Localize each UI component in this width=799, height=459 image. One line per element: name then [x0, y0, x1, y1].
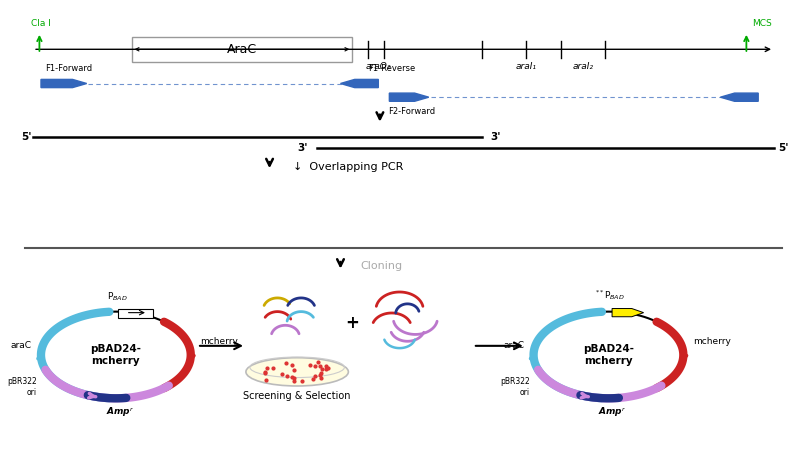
FancyArrow shape	[41, 79, 87, 88]
Text: araO₂: araO₂	[366, 62, 391, 71]
Text: araI₁: araI₁	[515, 62, 536, 71]
Text: MCS: MCS	[752, 19, 772, 28]
Text: Cloning: Cloning	[360, 261, 403, 271]
Text: 3': 3'	[491, 132, 501, 142]
Text: $^{**}$P$_{BAD}$: $^{**}$P$_{BAD}$	[595, 289, 625, 302]
FancyArrow shape	[721, 93, 758, 101]
Text: P$_{BAD}$: P$_{BAD}$	[107, 291, 128, 303]
Text: pBAD24-
mcherry: pBAD24- mcherry	[90, 344, 141, 366]
FancyArrow shape	[612, 308, 644, 317]
Text: pBAD24-
mcherry: pBAD24- mcherry	[583, 344, 634, 366]
Text: Cla I: Cla I	[30, 19, 50, 28]
Text: pBR322
ori: pBR322 ori	[7, 377, 37, 397]
Text: mcherry: mcherry	[201, 337, 238, 346]
Text: F1-Reverse: F1-Reverse	[368, 64, 415, 73]
Text: ↓  Overlapping PCR: ↓ Overlapping PCR	[293, 162, 403, 172]
Text: pBR322
ori: pBR322 ori	[500, 377, 530, 397]
FancyBboxPatch shape	[132, 37, 352, 62]
Text: araC: araC	[10, 341, 31, 350]
Text: F2-Forward: F2-Forward	[388, 107, 435, 116]
Text: araI₂: araI₂	[573, 62, 594, 71]
Text: Amp$^r$: Amp$^r$	[105, 406, 134, 420]
Text: Amp$^r$: Amp$^r$	[598, 406, 626, 420]
Text: +: +	[345, 314, 360, 332]
Text: 3': 3'	[297, 143, 308, 153]
Text: mcherry: mcherry	[693, 337, 730, 346]
Ellipse shape	[246, 358, 348, 386]
Text: 5': 5'	[778, 143, 789, 153]
FancyBboxPatch shape	[118, 308, 153, 318]
Text: F1-Forward: F1-Forward	[45, 64, 92, 73]
Text: AraC: AraC	[227, 43, 257, 56]
FancyArrow shape	[340, 79, 378, 88]
FancyArrow shape	[389, 93, 429, 101]
Text: araC: araC	[503, 341, 524, 350]
Text: 5': 5'	[22, 132, 32, 142]
Text: Screening & Selection: Screening & Selection	[244, 391, 351, 401]
